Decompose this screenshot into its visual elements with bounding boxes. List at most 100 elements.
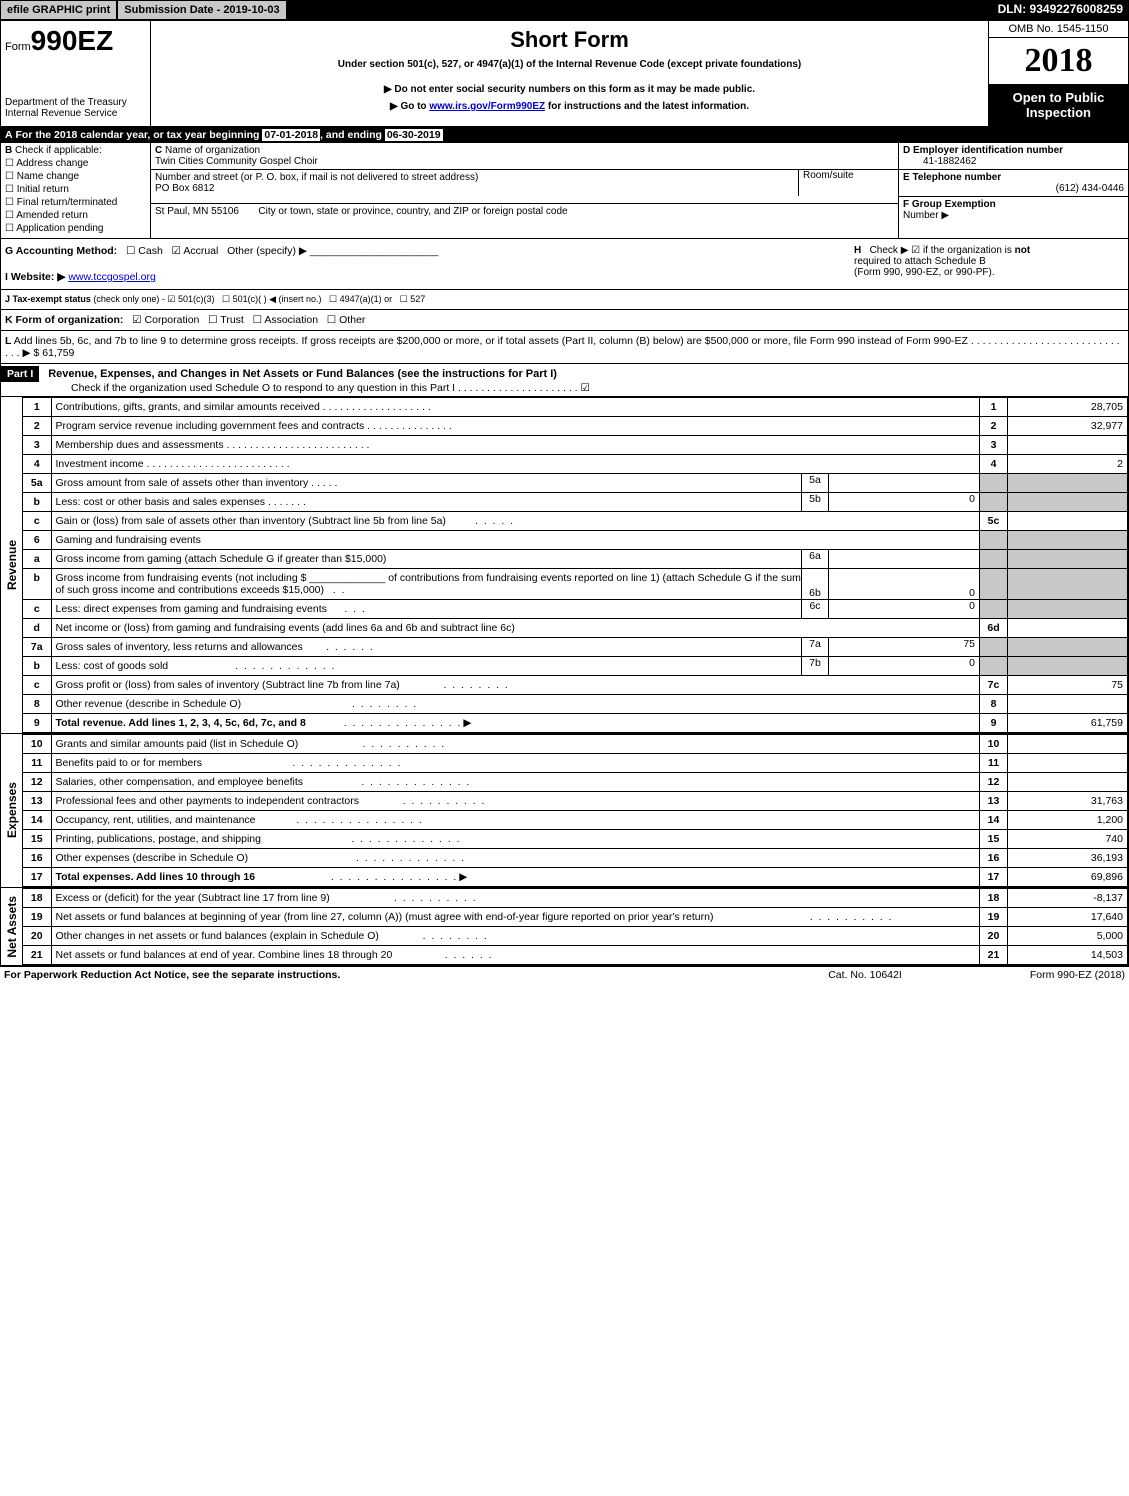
line-7a-desc: Gross sales of inventory, less returns a… — [56, 641, 303, 653]
chk-address-change-label: Address change — [16, 158, 88, 169]
line-3-val — [1008, 436, 1128, 455]
l-label: L — [5, 335, 11, 347]
line-14-desc: Occupancy, rent, utilities, and maintena… — [56, 814, 256, 826]
line-9-val: 61,759 — [1008, 714, 1128, 733]
line-7c-box: 7c — [980, 676, 1008, 695]
line-10-desc: Grants and similar amounts paid (list in… — [56, 738, 299, 750]
j-row: J Tax-exempt status (check only one) - ☑… — [1, 289, 1128, 309]
d-label: D Employer identification number — [903, 145, 1063, 156]
h-text2: required to attach Schedule B — [854, 256, 986, 267]
line-6c-sub: 6c — [801, 600, 829, 618]
line-6b-greyval — [1008, 569, 1128, 600]
c-addr: PO Box 6812 — [155, 183, 214, 194]
line-6-greyval — [1008, 531, 1128, 550]
line-13-box: 13 — [980, 792, 1008, 811]
part1-sub: Check if the organization used Schedule … — [1, 382, 455, 394]
b-label: B — [5, 145, 12, 156]
line-7a-greyval — [1008, 638, 1128, 657]
line-7a-greybox — [980, 638, 1008, 657]
gh-row: G Accounting Method: ☐ Cash ☑ Accrual Ot… — [1, 238, 1128, 289]
line-18-val: -8,137 — [1008, 889, 1128, 908]
tax-year: 2018 — [989, 38, 1128, 84]
line-19-box: 19 — [980, 908, 1008, 927]
row-a: A For the 2018 calendar year, or tax yea… — [1, 127, 1128, 143]
website-link[interactable]: www.tccgospel.org — [68, 271, 156, 283]
l-arrow: ▶ $ 61,759 — [23, 347, 75, 359]
line-16-val: 36,193 — [1008, 849, 1128, 868]
line-21: 21Net assets or fund balances at end of … — [23, 946, 1128, 965]
line-11-desc: Benefits paid to or for members — [56, 757, 202, 769]
line-13-val: 31,763 — [1008, 792, 1128, 811]
l-text: Add lines 5b, 6c, and 7b to line 9 to de… — [14, 335, 968, 347]
section-c: C Name of organization Twin Cities Commu… — [151, 143, 898, 238]
revenue-side-text: Revenue — [5, 540, 19, 590]
line-11-val — [1008, 754, 1128, 773]
chk-address-change: ☐ Address change — [5, 158, 146, 169]
line-11-box: 11 — [980, 754, 1008, 773]
footer-center: Cat. No. 10642I — [765, 969, 965, 981]
line-17: 17Total expenses. Add lines 10 through 1… — [23, 868, 1128, 887]
row-a-text1: For the 2018 calendar year, or tax year … — [16, 129, 263, 141]
dept-irs: Internal Revenue Service — [5, 108, 146, 119]
form-header: Form990EZ Department of the Treasury Int… — [0, 20, 1129, 127]
c-room-label: Room/suite — [803, 170, 854, 181]
c-city-label: City or town, state or province, country… — [258, 206, 567, 217]
g-cash: Cash — [138, 245, 163, 257]
c-name-box: C Name of organization Twin Cities Commu… — [151, 143, 898, 170]
h-not: not — [1015, 245, 1031, 256]
line-8: 8Other revenue (describe in Schedule O) … — [23, 695, 1128, 714]
line-20-desc: Other changes in net assets or fund bala… — [56, 930, 379, 942]
c-addr-box: Number and street (or P. O. box, if mail… — [151, 170, 898, 204]
line-16-box: 16 — [980, 849, 1008, 868]
chk-application-pending-label: Application pending — [16, 223, 103, 234]
goto-link[interactable]: www.irs.gov/Form990EZ — [429, 101, 545, 112]
line-19-desc: Net assets or fund balances at beginning… — [56, 911, 714, 923]
line-6d: dNet income or (loss) from gaming and fu… — [23, 619, 1128, 638]
line-8-desc: Other revenue (describe in Schedule O) — [56, 698, 242, 710]
chk-initial-return: ☐ Initial return — [5, 184, 146, 195]
line-9-arrow: ▶ — [463, 717, 471, 729]
line-16: 16Other expenses (describe in Schedule O… — [23, 849, 1128, 868]
d-box: D Employer identification number 41-1882… — [899, 143, 1128, 170]
line-21-val: 14,503 — [1008, 946, 1128, 965]
line-1-box: 1 — [980, 398, 1008, 417]
line-11: 11Benefits paid to or for members . . . … — [23, 754, 1128, 773]
submission-date-button[interactable]: Submission Date - 2019-10-03 — [117, 0, 286, 20]
revenue-side-label: Revenue — [1, 397, 23, 733]
line-4: 4Investment income . . . . . . . . . . .… — [23, 455, 1128, 474]
line-17-box: 17 — [980, 868, 1008, 887]
line-20-box: 20 — [980, 927, 1008, 946]
h-text3: (Form 990, 990-EZ, or 990-PF). — [854, 267, 995, 278]
part1-title: Revenue, Expenses, and Changes in Net As… — [42, 368, 557, 380]
line-6c-desc: Less: direct expenses from gaming and fu… — [56, 603, 327, 615]
line-3: 3Membership dues and assessments . . . .… — [23, 436, 1128, 455]
line-15: 15Printing, publications, postage, and s… — [23, 830, 1128, 849]
revenue-table: 1Contributions, gifts, grants, and simil… — [23, 397, 1128, 733]
row-a-begin: 07-01-2018 — [262, 129, 320, 141]
line-12: 12Salaries, other compensation, and empl… — [23, 773, 1128, 792]
do-not-enter: ▶ Do not enter social security numbers o… — [157, 84, 982, 95]
line-5c-box: 5c — [980, 512, 1008, 531]
topbar-spacer — [287, 0, 992, 20]
line-2-box: 2 — [980, 417, 1008, 436]
f-box: F Group Exemption Number ▶ — [899, 197, 1128, 223]
line-6d-desc: Net income or (loss) from gaming and fun… — [56, 622, 515, 634]
line-6b-subval: 0 — [829, 569, 979, 599]
line-5b-desc: Less: cost or other basis and sales expe… — [56, 496, 266, 508]
omb-number: OMB No. 1545-1150 — [989, 21, 1128, 38]
short-form-title: Short Form — [157, 27, 982, 53]
chk-final-return: ☐ Final return/terminated — [5, 197, 146, 208]
k-row: K Form of organization: ☑ Corporation ☐ … — [1, 309, 1128, 330]
chk-application-pending: ☐ Application pending — [5, 223, 146, 234]
part1-header-row: Part I Revenue, Expenses, and Changes in… — [1, 363, 1128, 396]
line-8-box: 8 — [980, 695, 1008, 714]
chk-initial-return-label: Initial return — [17, 184, 69, 195]
efile-print-button[interactable]: efile GRAPHIC print — [0, 0, 117, 20]
line-1: 1Contributions, gifts, grants, and simil… — [23, 398, 1128, 417]
line-18-box: 18 — [980, 889, 1008, 908]
line-6d-val — [1008, 619, 1128, 638]
dept-treasury: Department of the Treasury — [5, 97, 146, 108]
j-opt3: 527 — [410, 294, 425, 304]
line-6d-box: 6d — [980, 619, 1008, 638]
c-label: C — [155, 145, 162, 156]
